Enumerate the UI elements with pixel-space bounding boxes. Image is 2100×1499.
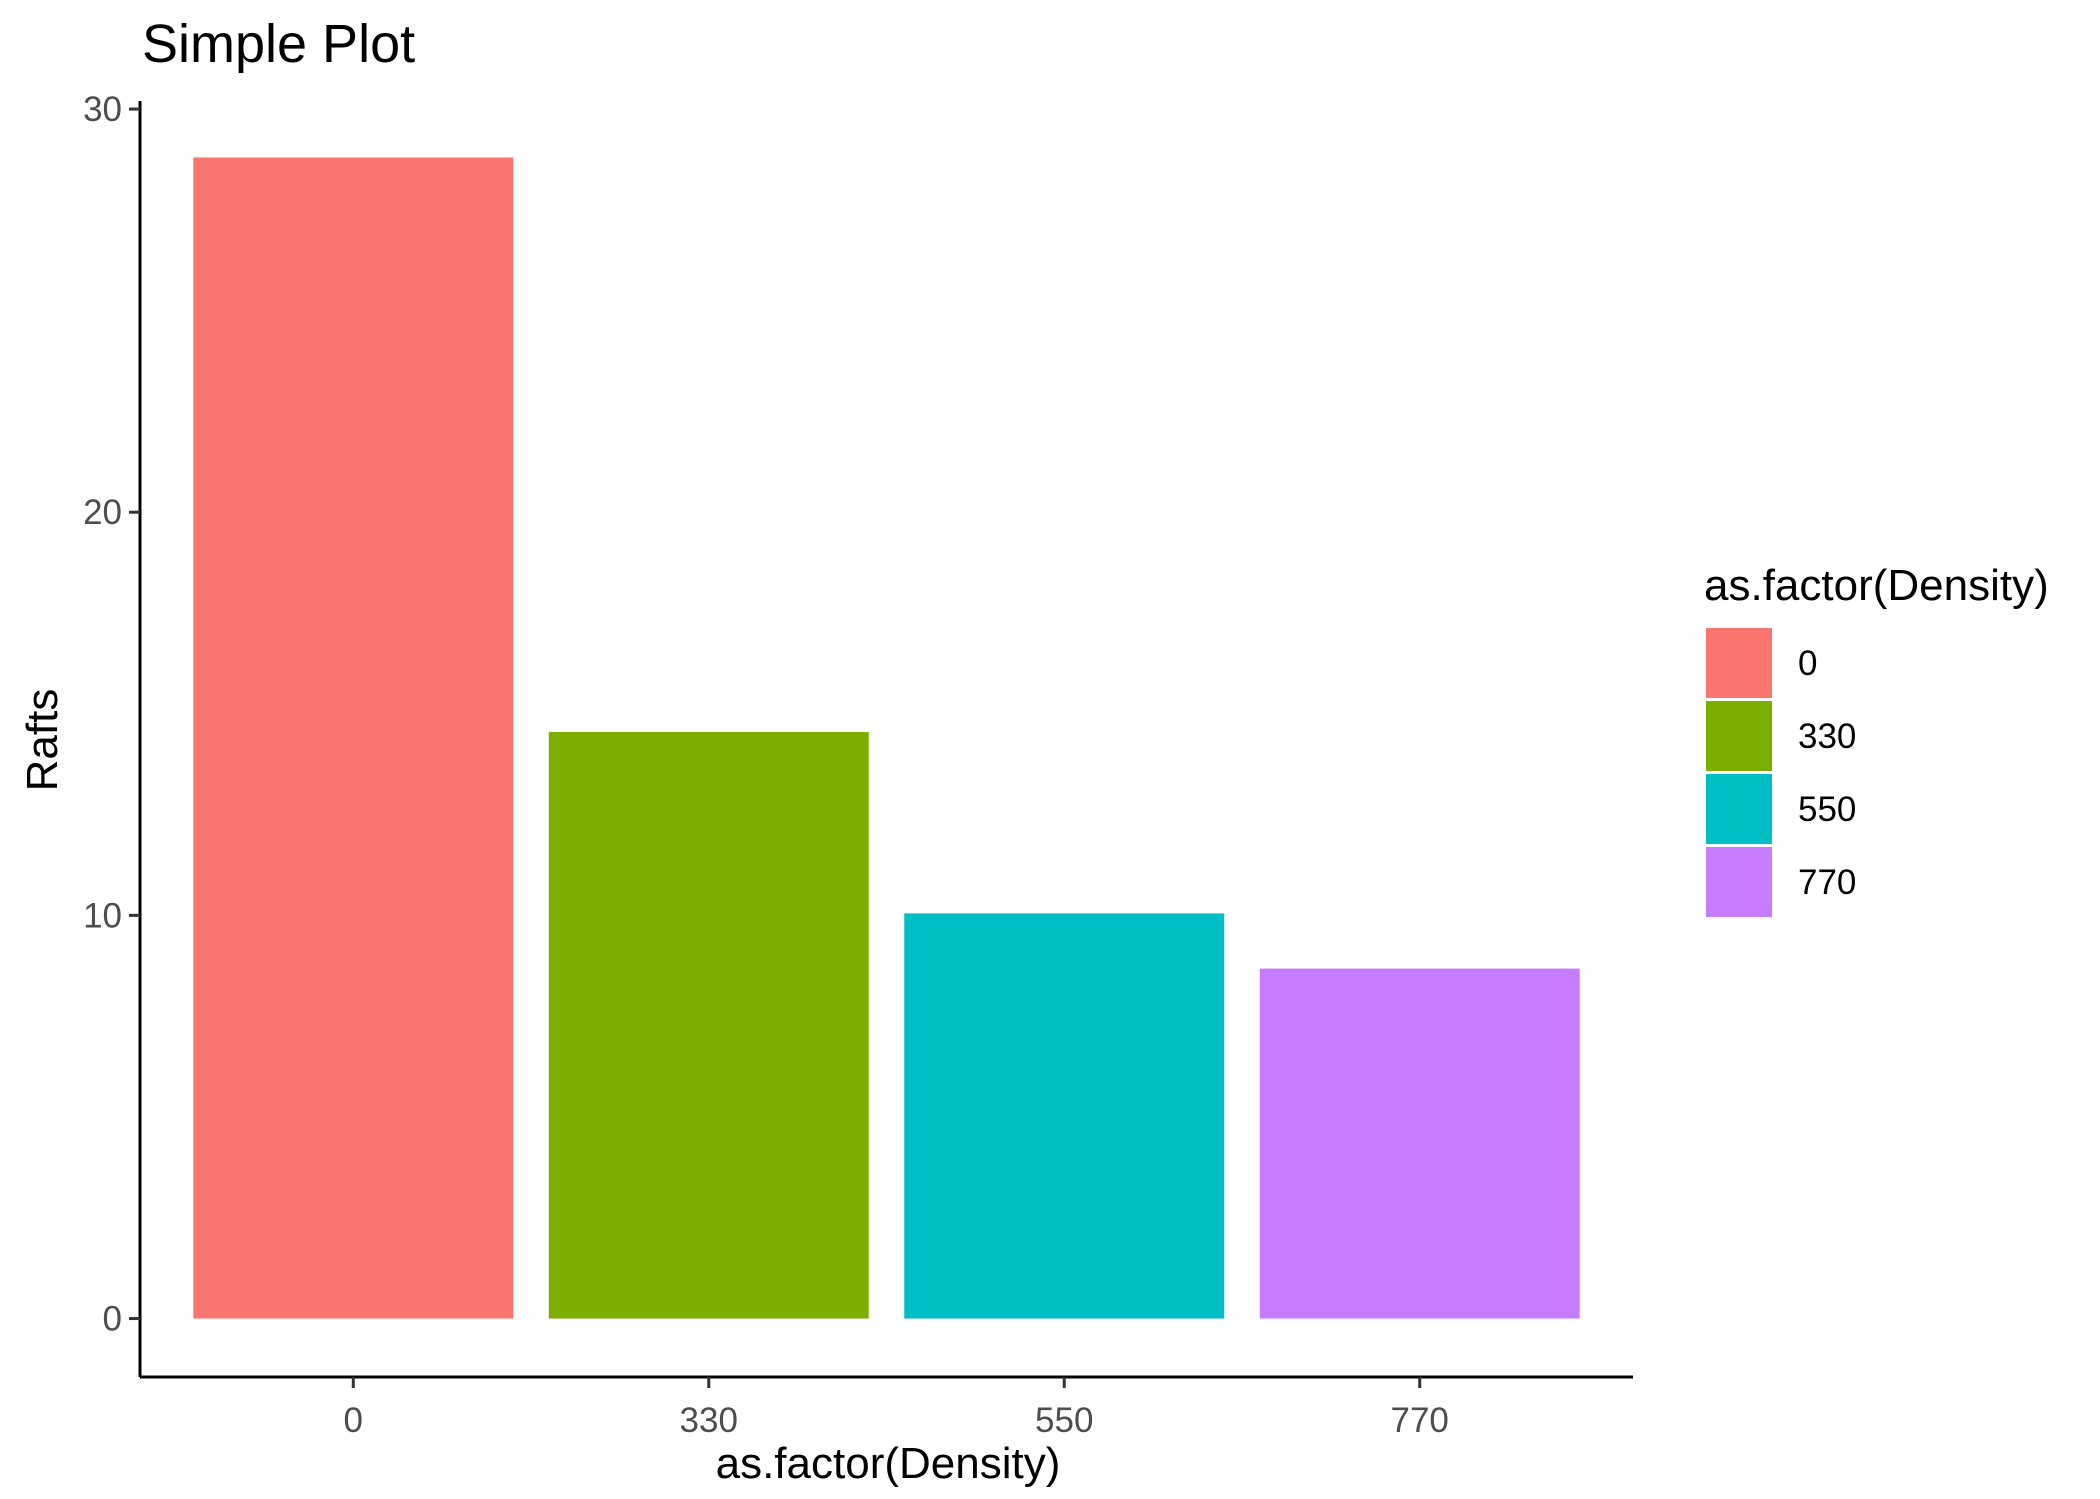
bar-330 (548, 731, 869, 1319)
legend: as.factor(Density) 0 330 550 770 (1704, 561, 2049, 917)
x-tick-label: 770 (1391, 1401, 1449, 1440)
y-tick-label: 20 (83, 493, 122, 532)
y-axis-title: Rafts (18, 689, 67, 792)
legend-key-550 (1706, 774, 1772, 844)
x-axis-title: as.factor(Density) (716, 1439, 1061, 1488)
x-tick-label: 0 (344, 1401, 363, 1440)
y-axis: 0 10 20 30 (83, 90, 140, 1339)
legend-label-770: 770 (1798, 863, 1856, 902)
legend-key-330 (1706, 701, 1772, 771)
bar-0 (193, 157, 514, 1319)
y-tick-label: 0 (103, 1300, 122, 1339)
legend-key-0 (1706, 628, 1772, 698)
x-tick-label: 330 (680, 1401, 738, 1440)
y-tick-label: 30 (83, 90, 122, 129)
x-tick-label: 550 (1035, 1401, 1093, 1440)
y-tick-label: 10 (83, 896, 122, 935)
legend-key-770 (1706, 847, 1772, 917)
bar-770 (1259, 968, 1580, 1319)
x-axis: 0 330 550 770 (344, 1377, 1449, 1440)
bar-550 (904, 913, 1225, 1319)
plot-area (193, 157, 1580, 1319)
chart-title: Simple Plot (142, 14, 415, 74)
legend-label-330: 330 (1798, 717, 1856, 756)
legend-label-0: 0 (1798, 644, 1817, 683)
legend-label-550: 550 (1798, 790, 1856, 829)
legend-title: as.factor(Density) (1704, 561, 2049, 610)
